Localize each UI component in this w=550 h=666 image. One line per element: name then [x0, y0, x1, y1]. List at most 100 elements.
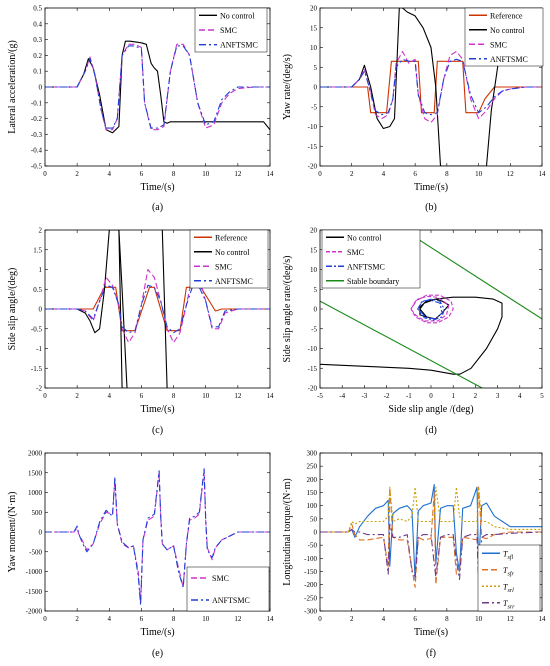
legend-label: ANFTSMC: [215, 277, 253, 286]
legend-label: ANFTSMC: [490, 55, 528, 64]
y-axis-label: Longitudinal torque/(N·m): [282, 478, 293, 585]
plot-frame: [319, 452, 543, 612]
y-axis-label: Yaw rate/(deg/s): [282, 54, 293, 120]
y-tick-label: 0.2: [33, 52, 42, 60]
y-tick-label: 5: [314, 64, 318, 72]
chart-c: 0 2 4 6 8 10 12 14 -2 -1.5 -1 -0.5 0 0.5 1 1.5 2 Time/(s)…: [7, 227, 274, 437]
legend-box: [189, 229, 269, 289]
series-line-anftsmc: [320, 58, 542, 116]
legend-label: Tsfl: [503, 549, 513, 561]
x-tick-label: 2: [350, 615, 354, 623]
y-tick-label: -20: [308, 163, 318, 171]
chart-e: 0 2 4 6 8 10 12 14 -2000 -1500 -1000 -500 0 500 1000 15…: [7, 450, 274, 660]
x-tick-label: 12: [234, 170, 242, 178]
series-line-no-control: [320, 8, 505, 166]
legend-label-base: T: [503, 599, 508, 608]
x-tick-label: 14: [267, 170, 275, 178]
chart-a: 0 2 4 6 8 10 12 14 -0.5 -0.4 -0.3 -0.2 -0.1 0 0.1 0.2 0.…: [7, 5, 274, 214]
x-axis-label: Time/(s): [140, 404, 174, 415]
legend-label: SMC: [490, 40, 507, 49]
subfigure-caption: (d): [425, 425, 437, 436]
y-tick-label: 0.5: [33, 5, 42, 13]
y-tick-label: 20: [310, 227, 318, 235]
x-tick-label: 3: [496, 392, 500, 400]
series-line-anftsmc: [45, 284, 270, 334]
x-tick-label: 10: [202, 615, 210, 623]
y-axis-label: Side slip angle/(deg): [7, 268, 18, 351]
legend-label: ANFTSMC: [212, 596, 250, 605]
legend-label: Reference: [490, 11, 523, 20]
x-tick-label: 0: [429, 392, 433, 400]
x-axis-label: Side slip angle /(deg): [388, 404, 473, 415]
legend-label: Stable boundary: [347, 277, 399, 286]
y-tick-label: 2: [39, 227, 43, 235]
x-tick-label: 8: [172, 392, 176, 400]
y-tick-label: -0.2: [31, 115, 43, 123]
y-tick-label: -200: [304, 581, 317, 589]
x-axis-label: Time/(s): [414, 627, 448, 638]
legend-label: Tsrl: [503, 582, 514, 594]
x-tick-label: -4: [339, 392, 345, 400]
x-tick-label: 6: [140, 392, 144, 400]
x-tick-label: 10: [475, 615, 483, 623]
y-tick-label: 300: [307, 450, 318, 458]
legend-label-sub: srr: [507, 604, 515, 610]
x-tick-label: 0: [43, 615, 47, 623]
x-tick-label: 4: [108, 615, 112, 623]
x-tick-label: 0: [318, 170, 322, 178]
x-tick-label: 1: [451, 392, 455, 400]
x-tick-label: 2: [75, 170, 79, 178]
y-tick-label: 0: [39, 84, 43, 92]
x-tick-label: 2: [75, 615, 79, 623]
series-line-anftsmc: [45, 45, 270, 129]
legend-label: No control: [215, 248, 250, 257]
x-tick-label: 14: [267, 615, 275, 623]
series-group: [45, 230, 270, 388]
series-group: [45, 40, 270, 134]
y-tick-label: -250: [304, 594, 317, 602]
x-tick-label: 6: [413, 615, 417, 623]
y-tick-label: -20: [308, 385, 318, 393]
x-tick-label: 8: [445, 170, 449, 178]
x-tick-label: -1: [406, 392, 412, 400]
plot-frame: [44, 229, 271, 389]
y-tick-label: -1: [36, 345, 42, 353]
series-line-t-srl: [320, 486, 542, 533]
x-tick-label: 8: [445, 615, 449, 623]
x-tick-label: 2: [75, 392, 79, 400]
series-group: [45, 468, 270, 606]
series-line-no-control-3: [161, 230, 168, 388]
x-tick-label: 12: [234, 392, 242, 400]
y-tick-label: -0.3: [31, 131, 43, 139]
y-tick-label: 50: [310, 515, 318, 523]
y-tick-label: -10: [308, 123, 318, 131]
y-tick-label: -1000: [26, 568, 43, 576]
y-tick-label: -10: [308, 345, 318, 353]
legend-label-sub: sfr: [507, 570, 514, 577]
chart-b: 0 2 4 6 8 10 12 14 -20 -15 -10 -5 0 5 10 15 20 Time/(s) Ya…: [282, 5, 546, 214]
legend-label-sub: srl: [507, 588, 514, 594]
legend-label: Tsfr: [503, 566, 514, 578]
legend-label: No control: [220, 11, 255, 20]
x-tick-label: 4: [382, 170, 386, 178]
y-tick-label: 10: [310, 266, 318, 274]
x-tick-label: 0: [43, 392, 47, 400]
y-tick-label: -0.1: [31, 99, 43, 107]
legend-label: SMC: [212, 574, 229, 583]
y-tick-label: 0: [39, 529, 43, 537]
x-tick-label: 4: [382, 615, 386, 623]
legend-label-sub: sfl: [507, 554, 513, 561]
x-tick-label: 14: [539, 170, 547, 178]
y-tick-label: 5: [314, 286, 318, 294]
x-tick-label: 12: [234, 615, 242, 623]
x-tick-label: 2: [474, 392, 478, 400]
legend-box: [321, 229, 421, 289]
legend-box: [186, 566, 270, 612]
y-tick-label: -2: [36, 385, 42, 393]
y-tick-label: -150: [304, 568, 317, 576]
x-tick-label: 6: [140, 615, 144, 623]
x-tick-label: 8: [172, 170, 176, 178]
y-tick-label: -5: [311, 103, 317, 111]
x-tick-label: 6: [413, 170, 417, 178]
